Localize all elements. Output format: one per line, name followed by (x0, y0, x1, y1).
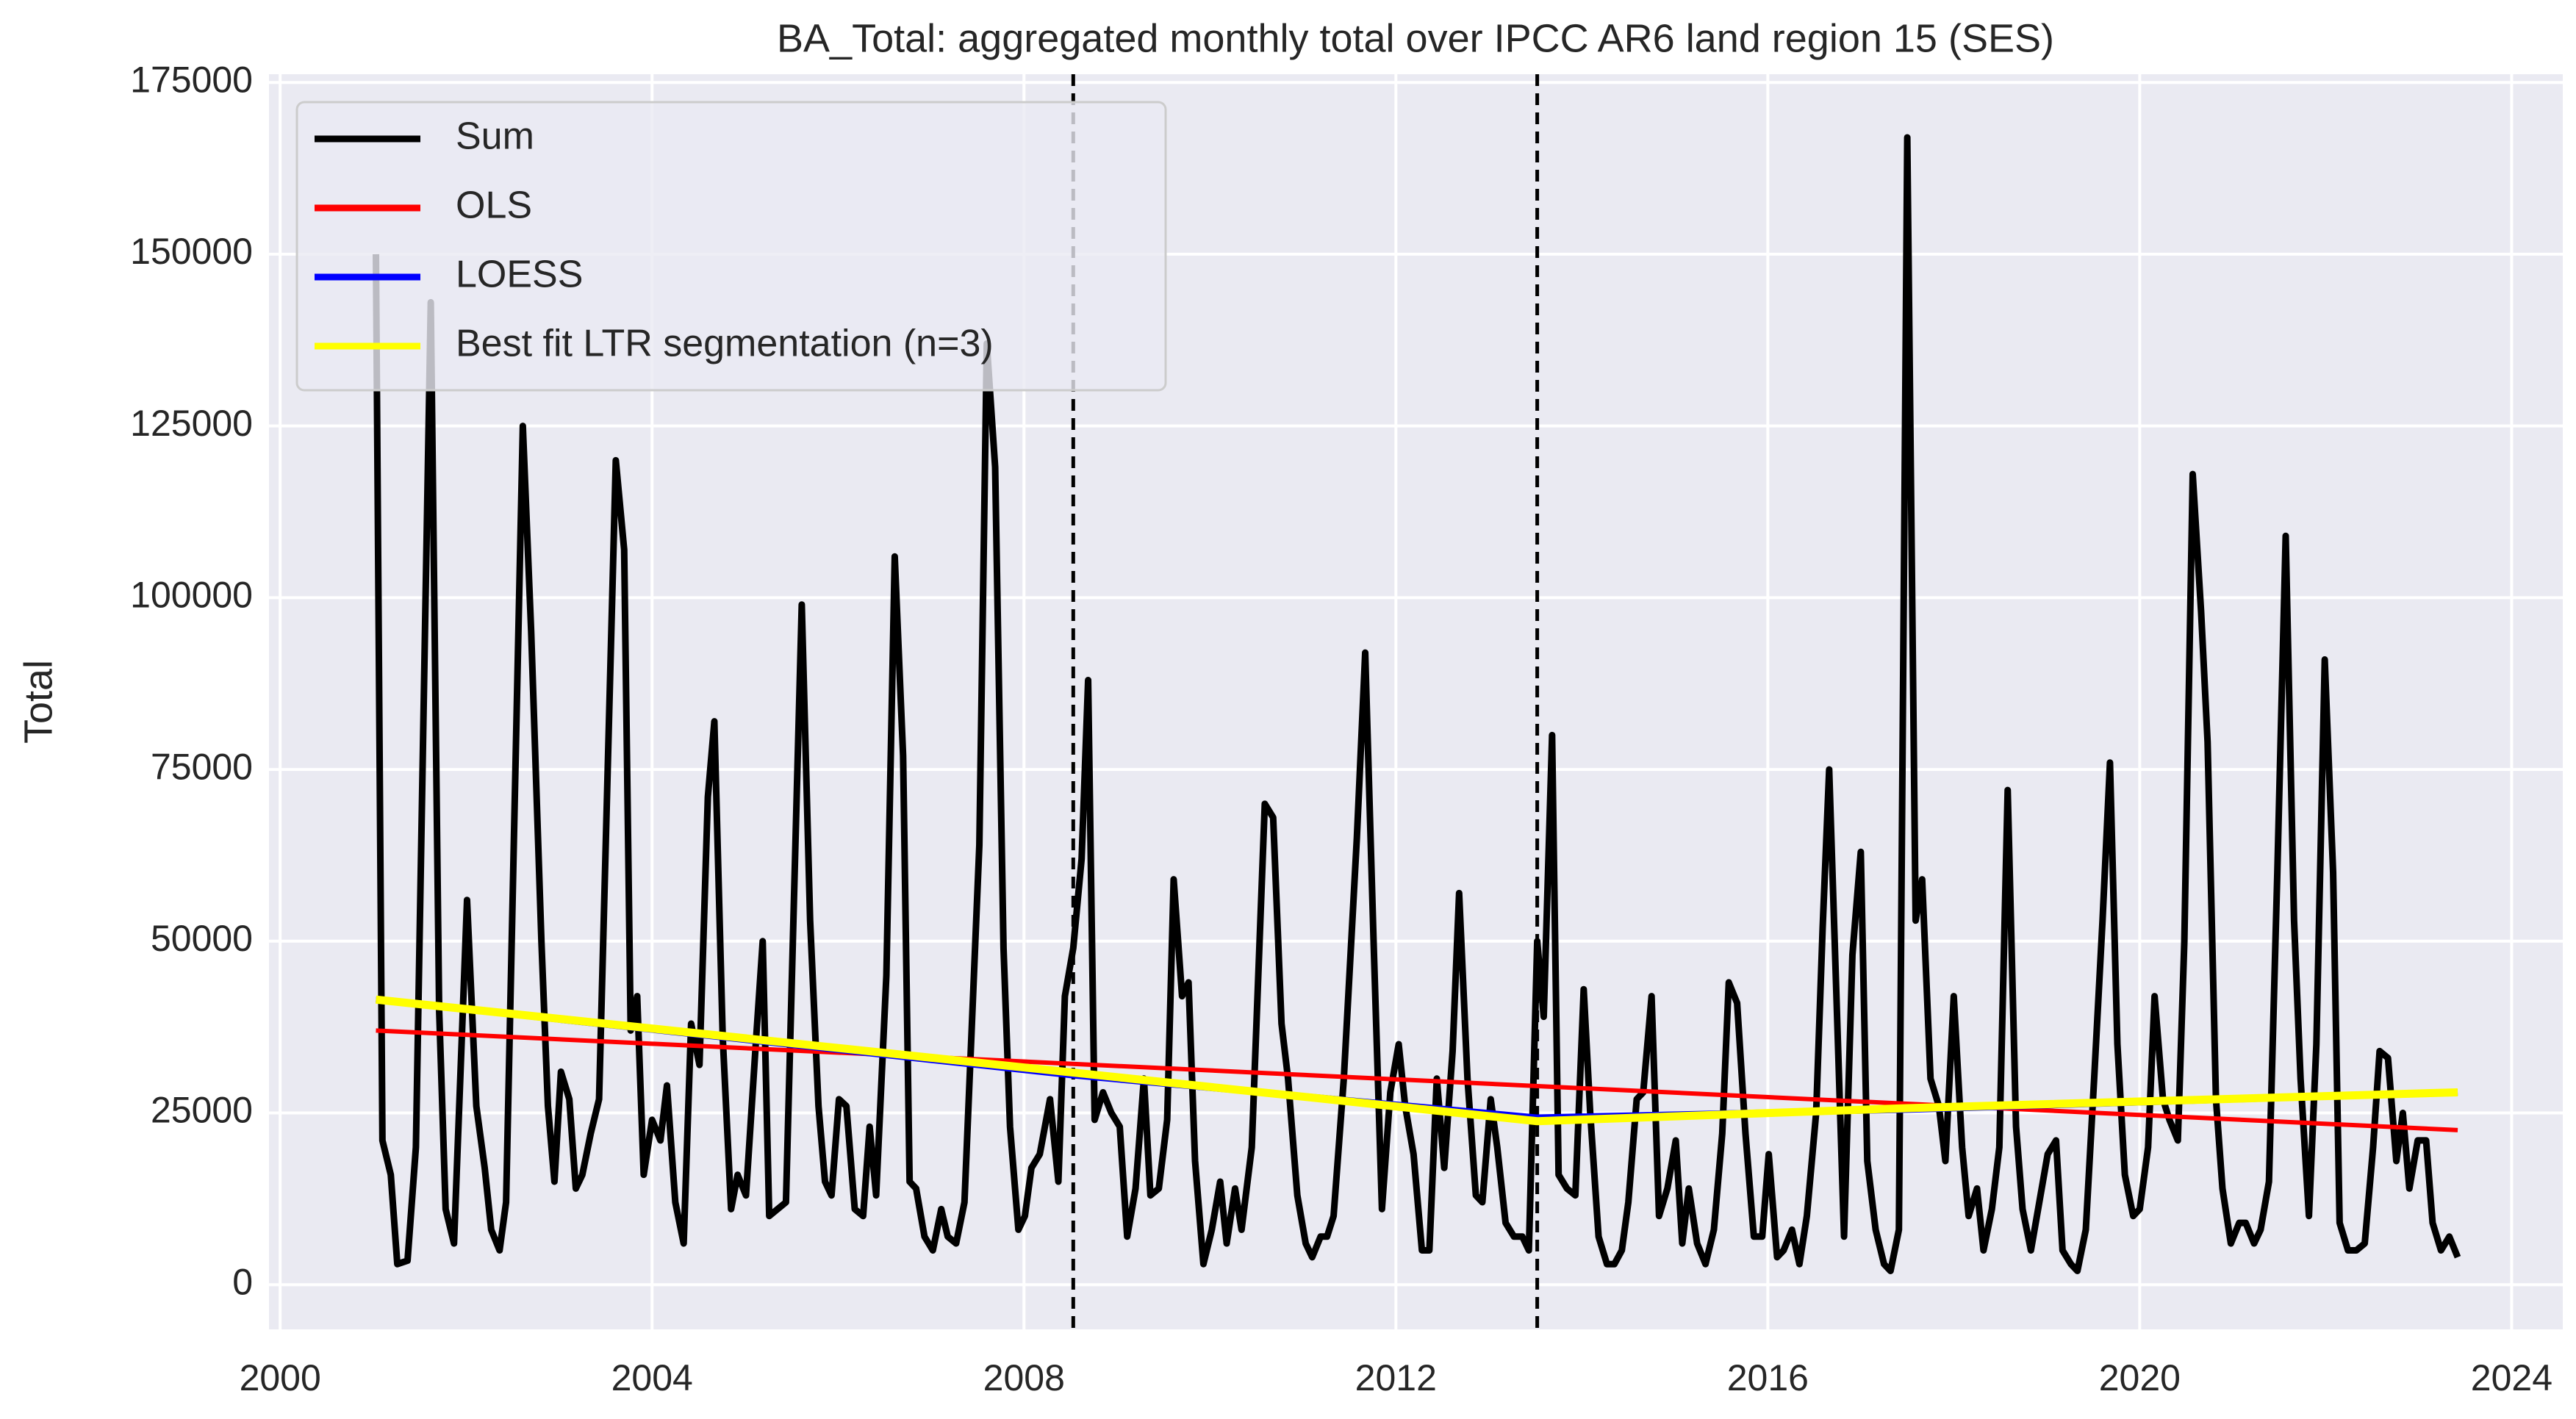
x-tick-label: 2000 (240, 1357, 321, 1398)
y-tick-label: 150000 (130, 231, 253, 272)
legend-label: OLS (456, 184, 532, 227)
y-tick-label: 100000 (130, 575, 253, 616)
x-tick-label: 2016 (1727, 1357, 1809, 1398)
x-tick-label: 2012 (1355, 1357, 1437, 1398)
x-tick-label: 2020 (2099, 1357, 2181, 1398)
legend-label: Sum (456, 115, 534, 158)
y-tick-label: 25000 (151, 1090, 253, 1131)
chart-title: BA_Total: aggregated monthly total over … (777, 16, 2054, 60)
legend-label: Best fit LTR segmentation (n=3) (456, 323, 994, 365)
y-tick-label: 0 (232, 1261, 253, 1302)
y-tick-label: 75000 (151, 746, 253, 787)
legend-label: LOESS (456, 254, 583, 296)
series-line (375, 995, 2458, 1126)
legend-box (295, 101, 1167, 392)
y-axis-label: Total (16, 660, 60, 744)
y-tick-label: 50000 (151, 918, 253, 959)
series-line (376, 1028, 2458, 1132)
x-tick-label: 2004 (611, 1357, 693, 1398)
y-tick-label: 175000 (130, 59, 253, 100)
x-tick-label: 2008 (983, 1357, 1065, 1398)
x-tick-label: 2024 (2471, 1357, 2552, 1398)
y-tick-label: 125000 (130, 403, 253, 444)
